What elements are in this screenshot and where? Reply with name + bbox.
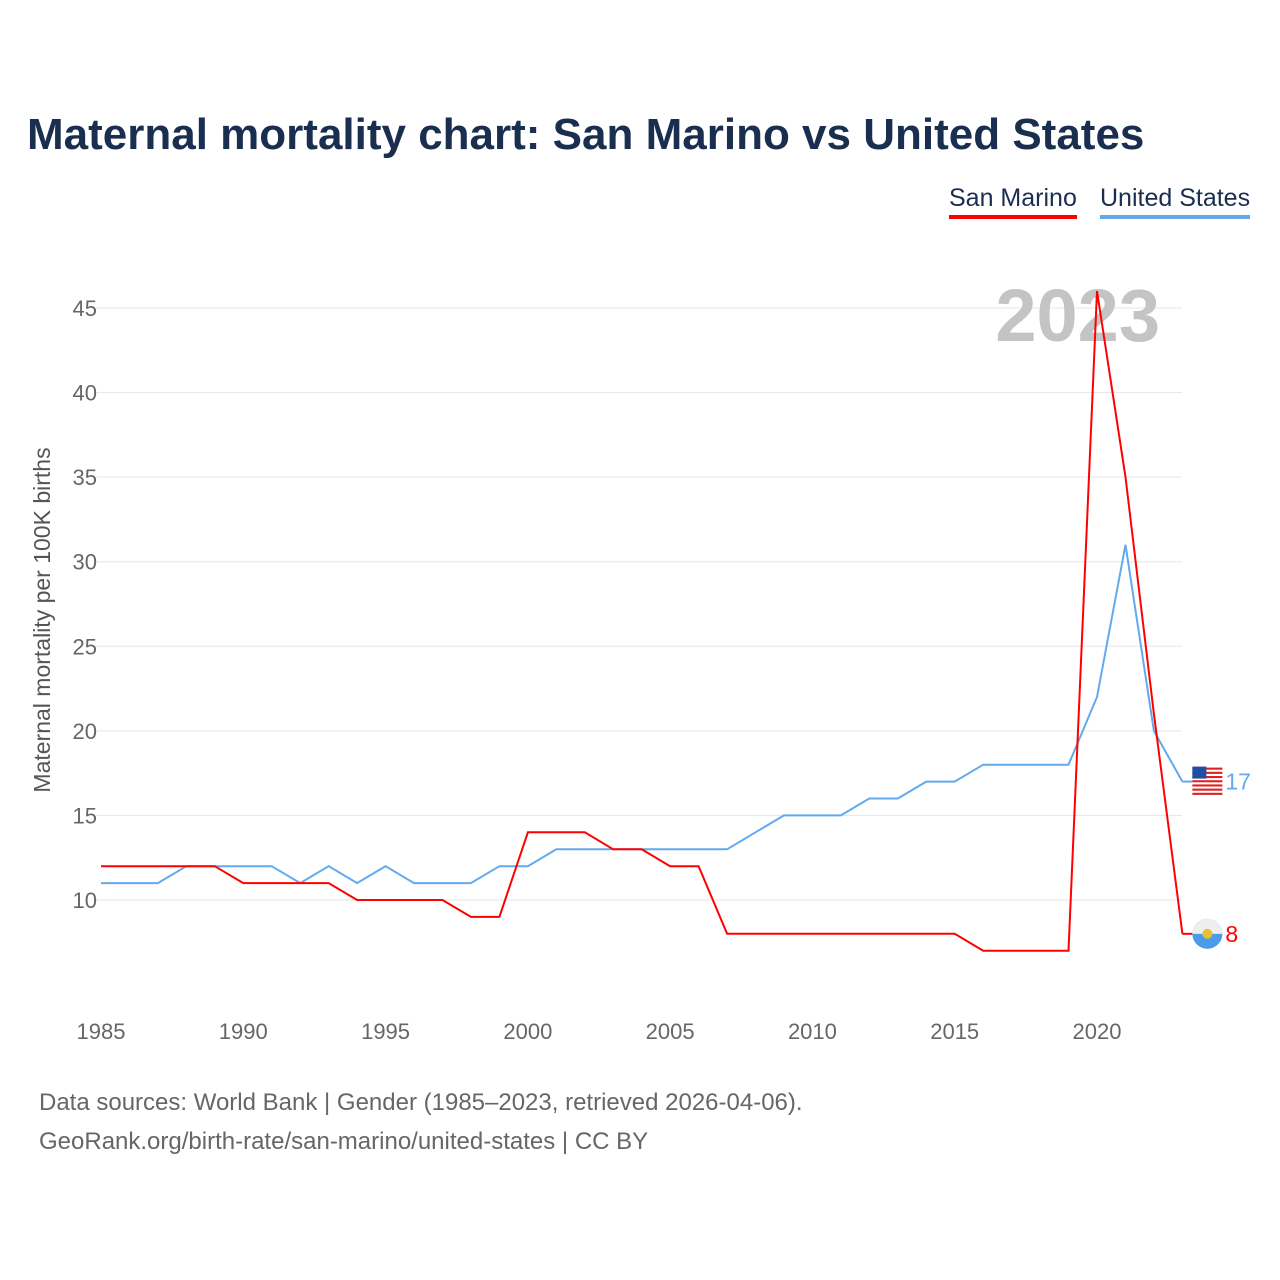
x-tick-label: 2010	[788, 1019, 837, 1044]
y-tick-label: 30	[73, 550, 97, 575]
flag-san-marino-icon	[1192, 918, 1223, 949]
end-value-united-states: 17	[1225, 769, 1251, 795]
y-tick-label: 10	[73, 888, 97, 913]
legend-san-marino[interactable]: San Marino	[949, 184, 1077, 219]
x-tick-label: 1990	[219, 1019, 268, 1044]
y-axis-label: Maternal mortality per 100K births	[29, 447, 55, 792]
x-tick-label: 2005	[646, 1019, 695, 1044]
y-tick-label: 20	[73, 719, 97, 744]
y-tick-label: 35	[73, 465, 97, 490]
source-text: Data sources: World Bank | Gender (1985–…	[39, 1089, 803, 1116]
y-tick-label: 25	[73, 634, 97, 659]
chart-title: Maternal mortality chart: San Marino vs …	[27, 110, 1145, 159]
series-line-united-states	[101, 544, 1184, 885]
flag-united-states-icon	[1192, 766, 1223, 797]
x-tick-label: 2000	[503, 1019, 552, 1044]
x-tick-label: 1985	[77, 1019, 126, 1044]
source-link[interactable]: GeoRank.org/birth-rate/san-marino/united…	[39, 1128, 649, 1155]
y-tick-label: 15	[73, 803, 97, 828]
x-tick-label: 1995	[361, 1019, 410, 1044]
end-value-san-marino: 8	[1225, 921, 1238, 947]
series-line-san-marino	[101, 290, 1184, 952]
legend-united-states[interactable]: United States	[1100, 184, 1251, 219]
x-tick-label: 2015	[930, 1019, 979, 1044]
year-label: 2023	[995, 274, 1160, 357]
y-tick-label: 40	[73, 381, 97, 406]
x-tick-label: 2020	[1073, 1019, 1122, 1044]
y-tick-label: 45	[73, 296, 97, 321]
